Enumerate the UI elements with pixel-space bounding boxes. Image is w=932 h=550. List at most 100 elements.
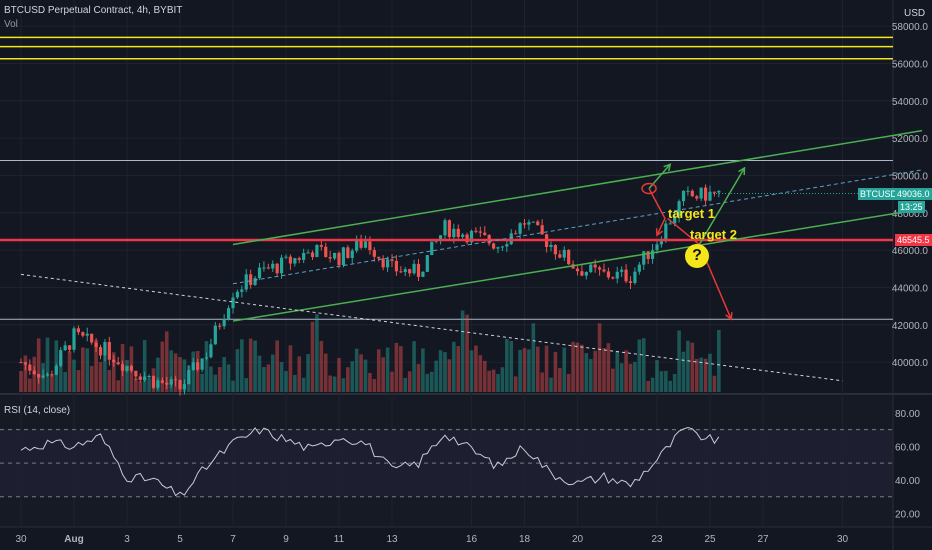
volume-bar <box>668 380 673 392</box>
candle-body <box>165 382 169 385</box>
volume-bar <box>558 368 562 392</box>
candle-body <box>37 374 41 378</box>
candle-body <box>633 271 637 284</box>
volume-bar <box>615 350 620 392</box>
candle-body <box>425 255 429 272</box>
candle-body <box>147 375 151 377</box>
volume-bar <box>116 380 120 392</box>
volume-bar <box>712 375 717 392</box>
volume-bar <box>641 338 646 392</box>
candle-body <box>173 379 178 381</box>
volume-label: Vol <box>4 19 18 30</box>
volume-bar <box>266 364 271 392</box>
volume-bar <box>650 377 655 392</box>
price-tick-label: 50000.0 <box>892 171 929 182</box>
level-price-badge: 46545.5 <box>895 234 932 246</box>
candle-body <box>385 259 390 268</box>
candle-body <box>98 347 103 356</box>
price-tick-label: 40000.0 <box>892 358 929 369</box>
candle-body <box>160 380 164 383</box>
volume-bar <box>76 370 81 392</box>
volume-bar <box>63 371 67 392</box>
currency-label[interactable]: USD <box>904 8 926 19</box>
projection-path <box>698 167 746 245</box>
volume-bar <box>390 371 394 392</box>
volume-bar <box>28 378 32 392</box>
volume-bar <box>394 342 399 392</box>
candle-body <box>235 291 240 298</box>
candle-body <box>315 245 319 258</box>
volume-bar <box>540 372 544 392</box>
volume-bar <box>553 351 558 392</box>
candle-body <box>191 362 195 371</box>
candle-body <box>350 250 354 258</box>
volume-bar <box>173 353 178 392</box>
volume-bar <box>575 342 580 392</box>
candle-body <box>306 252 310 254</box>
symbol-badge: BTCUSD <box>858 188 900 200</box>
volume-bar <box>178 357 182 392</box>
volume-bar <box>111 352 116 392</box>
candle-body <box>527 222 531 225</box>
volume-bar <box>699 357 703 392</box>
time-tick-label: 30 <box>15 534 27 545</box>
candle-body <box>262 267 266 269</box>
volume-bar <box>293 374 297 392</box>
time-tick-label: 11 <box>334 534 345 545</box>
volume-bar <box>460 310 465 392</box>
volume-bar <box>319 340 324 392</box>
candle-body <box>558 254 562 258</box>
volume-bar <box>107 370 112 392</box>
volume-bar <box>522 348 527 392</box>
target-1-annotation: target 1 <box>668 206 715 221</box>
volume-bar <box>403 377 408 392</box>
candle-body <box>337 252 341 266</box>
volume-bar <box>637 339 642 392</box>
candle-body <box>41 375 45 378</box>
volume-bar <box>217 367 222 392</box>
volume-bar <box>23 355 28 392</box>
volume-bar <box>580 344 584 392</box>
time-tick-label: 7 <box>230 534 236 545</box>
time-tick-label: Aug <box>64 534 83 545</box>
volume-bar <box>350 361 355 392</box>
candle-body <box>597 267 602 270</box>
volume-bar <box>465 314 469 392</box>
candle-body <box>138 376 142 380</box>
candle-body <box>63 345 67 351</box>
candle-body <box>412 263 416 274</box>
candle-body <box>85 333 89 336</box>
rsi-tick-label: 80.00 <box>895 409 920 420</box>
volume-bar <box>443 352 447 392</box>
volume-bar <box>655 360 659 392</box>
candle-body <box>606 271 611 278</box>
candle-body <box>112 359 116 363</box>
channel-upper-line <box>232 129 923 246</box>
candle-body <box>302 253 306 260</box>
candle-body <box>310 252 315 258</box>
volume-bar <box>231 380 235 392</box>
volume-bar <box>664 370 668 392</box>
price-tick-label: 54000.0 <box>892 97 929 108</box>
candle-body <box>483 232 487 236</box>
candle-body <box>279 257 284 274</box>
candle-body <box>553 245 558 255</box>
candle-body <box>456 228 460 237</box>
volume-bar <box>527 349 531 392</box>
rsi-tick-label: 60.00 <box>895 442 920 453</box>
candle-body <box>76 328 81 333</box>
candle-body <box>536 221 540 226</box>
volume-bar <box>36 338 41 392</box>
volume-bar <box>438 350 443 392</box>
descending-trendline <box>20 273 843 382</box>
volume-bar <box>677 330 681 392</box>
volume-bar <box>81 347 85 392</box>
candle-body <box>452 228 456 238</box>
volume-bar <box>562 347 567 392</box>
candle-body <box>151 375 156 388</box>
volume-bar <box>67 351 72 392</box>
volume-bar <box>491 369 496 392</box>
candle-body <box>120 364 125 371</box>
volume-bar <box>337 358 341 392</box>
